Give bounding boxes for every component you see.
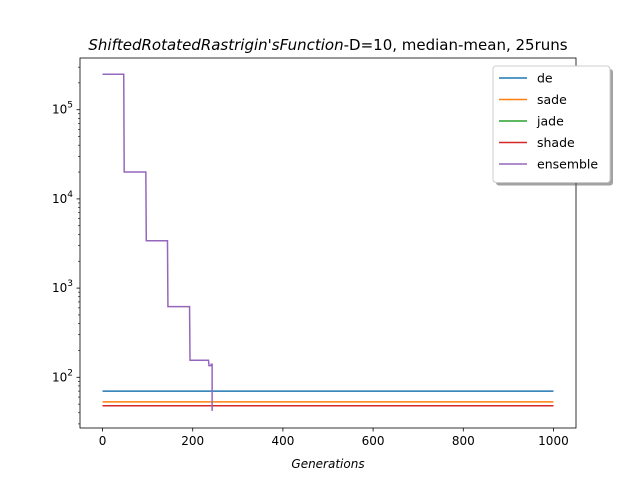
x-tick-label: 1000 [538,434,569,448]
series-line-ensemble [102,73,213,411]
legend-box [492,65,611,183]
legend-label-ensemble: ensemble [537,157,598,172]
x-tick-label: 400 [271,434,294,448]
legend-label-shade: shade [537,135,575,150]
legend-label-de: de [537,71,553,86]
chart-title-italic: ShiftedRotatedRastrigin'sFunction [88,36,343,54]
chart-title: ShiftedRotatedRastrigin'sFunction-D=10, … [88,36,567,54]
x-axis: 0 200 400 600 800 1000 [99,428,569,448]
legend-label-sade: sade [537,92,567,107]
x-tick-label: 200 [181,434,204,448]
y-axis: 102 103 104 105 [52,66,80,425]
plot-frame [79,57,577,429]
y-tick-label: 104 [52,190,73,206]
x-tick-label: 800 [452,434,475,448]
x-tick-label: 0 [99,434,107,448]
legend: de sade jade shade ensemble [492,65,613,186]
x-tick-label: 600 [362,434,385,448]
y-tick-label: 105 [52,101,73,117]
chart-title-rest: -D=10, median-mean, 25runs [344,36,568,54]
plot-lines [102,73,554,411]
y-tick-label: 103 [52,279,73,295]
x-axis-label: Generations [291,457,364,471]
legend-label-jade: jade [536,114,564,129]
y-tick-label: 102 [52,368,73,384]
